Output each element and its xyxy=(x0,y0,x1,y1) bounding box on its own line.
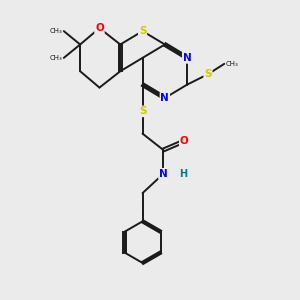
Text: N: N xyxy=(160,93,169,103)
Text: S: S xyxy=(204,69,212,79)
Text: CH₃: CH₃ xyxy=(226,61,239,67)
Text: S: S xyxy=(139,26,146,36)
Text: O: O xyxy=(95,23,104,33)
Text: N: N xyxy=(183,53,191,63)
Text: H: H xyxy=(178,169,187,179)
Text: CH₃: CH₃ xyxy=(50,55,62,61)
Text: CH₃: CH₃ xyxy=(50,28,62,34)
Text: N: N xyxy=(159,169,168,179)
Text: O: O xyxy=(180,136,189,146)
Text: S: S xyxy=(139,106,146,116)
